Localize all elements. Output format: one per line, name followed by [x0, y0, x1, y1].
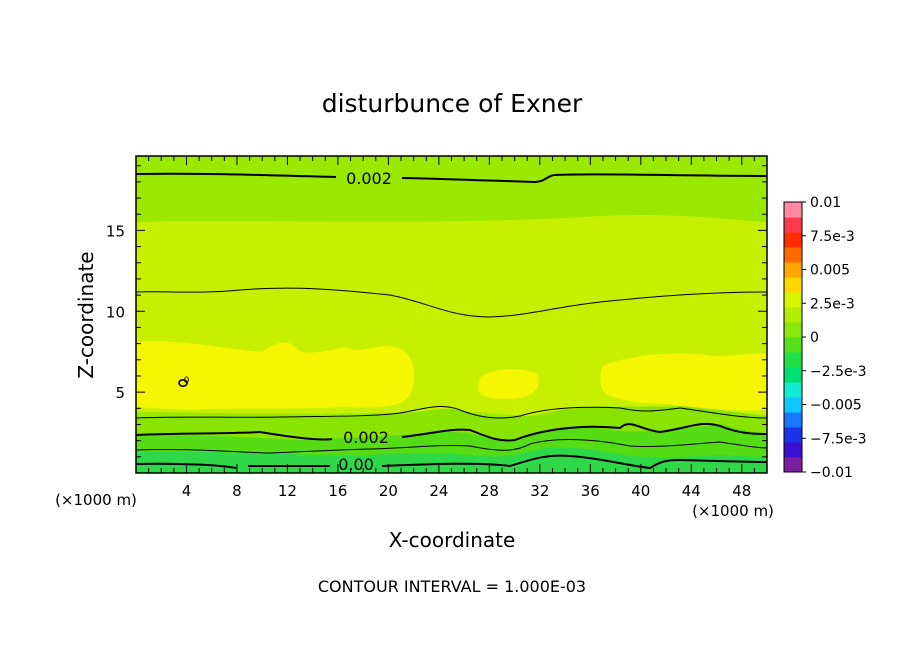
- x-tick-label: 40: [631, 482, 650, 500]
- tick-marks: [136, 156, 767, 473]
- x-tick-label: 20: [379, 482, 398, 500]
- contour-label: 0.002: [346, 169, 392, 188]
- contour-fill: [136, 156, 767, 473]
- colorbar-segment: [784, 352, 802, 368]
- contour-line-zero: [136, 454, 767, 470]
- colorbar-segment: [784, 217, 802, 233]
- colorbar-tick-label: −0.005: [810, 398, 862, 414]
- colorbar-segment: [784, 427, 802, 443]
- x-tick-label: 12: [278, 482, 297, 500]
- colorbar-tick-label: 2.5e-3: [810, 296, 855, 312]
- colorbar-segment: [784, 337, 802, 353]
- x-tick-label: 36: [581, 482, 600, 500]
- colorbar-tick-label: 0: [810, 330, 819, 346]
- colorbar-segment: [784, 292, 802, 308]
- colorbar-tick-label: 0.005: [810, 263, 850, 279]
- x-tick-label: 16: [328, 482, 347, 500]
- x-tick-label: 24: [429, 482, 448, 500]
- colorbar-segment: [784, 247, 802, 263]
- band-blob-left: [136, 341, 415, 410]
- colorbar-segment: [784, 382, 802, 398]
- x-tick-label: 4: [182, 482, 192, 500]
- x-tick-label: 44: [682, 482, 701, 500]
- y-tick-label: 10: [106, 303, 125, 321]
- colorbar-segment: [784, 397, 802, 413]
- colorbar-segment: [784, 322, 802, 338]
- y-tick-labels: 5 10 15: [106, 222, 125, 402]
- contour-label: 0.002: [343, 428, 389, 447]
- colorbar: [783, 201, 806, 473]
- band-blob-right: [600, 353, 767, 411]
- colorbar-segment: [784, 262, 802, 278]
- contour-loop: [178, 378, 188, 387]
- colorbar-segment: [784, 442, 802, 458]
- x-axis-label: X-coordinate: [389, 528, 516, 552]
- x-tick-label: 48: [732, 482, 751, 500]
- contour-line-low-thin1: [136, 406, 767, 419]
- x-tick-label: 32: [530, 482, 549, 500]
- chart-title: disturbunce of Exner: [322, 89, 583, 118]
- colorbar-segment: [784, 457, 802, 473]
- colorbar-segment: [784, 202, 802, 218]
- colorbar-tick-label: −7.5e-3: [810, 431, 867, 447]
- contour-label: 0.00: [338, 455, 374, 474]
- colorbar-tick-label: 0.01: [810, 195, 841, 211]
- x-tick-label: 8: [232, 482, 242, 500]
- y-tick-label: 15: [106, 222, 125, 240]
- contour-line-top: [136, 172, 767, 184]
- contour-line-low-thin2: [136, 439, 767, 454]
- contour-interval-footer: CONTOUR INTERVAL = 1.000E-03: [318, 577, 586, 596]
- y-axis-label: Z-coordinate: [74, 251, 98, 378]
- colorbar-tick-label: −2.5e-3: [810, 364, 867, 380]
- y-tick-label: 5: [115, 384, 125, 402]
- colorbar-tick-label: −0.01: [810, 465, 853, 481]
- x-unit-right: (×1000 m): [692, 502, 774, 520]
- colorbar-tick-label: 7.5e-3: [810, 229, 855, 245]
- colorbar-labels: 0.01 7.5e-3 0.005 2.5e-3 0 −2.5e-3 −0.005 −7.5e…: [810, 195, 867, 481]
- colorbar-segment: [784, 277, 802, 293]
- colorbar-segment: [784, 412, 802, 428]
- x-tick-labels: 4 8 12 16 20 24 28 32 36 40 44 48: [182, 482, 752, 500]
- band-blob-mid: [478, 369, 539, 400]
- x-unit-left: (×1000 m): [55, 491, 137, 509]
- x-tick-label: 28: [480, 482, 499, 500]
- colorbar-segment: [784, 367, 802, 383]
- contour-line-upper: [136, 287, 767, 318]
- colorbar-segment: [784, 307, 802, 323]
- contour-line-low-thick: [136, 422, 767, 442]
- colorbar-segment: [784, 232, 802, 248]
- contour-label: 0: [184, 376, 190, 386]
